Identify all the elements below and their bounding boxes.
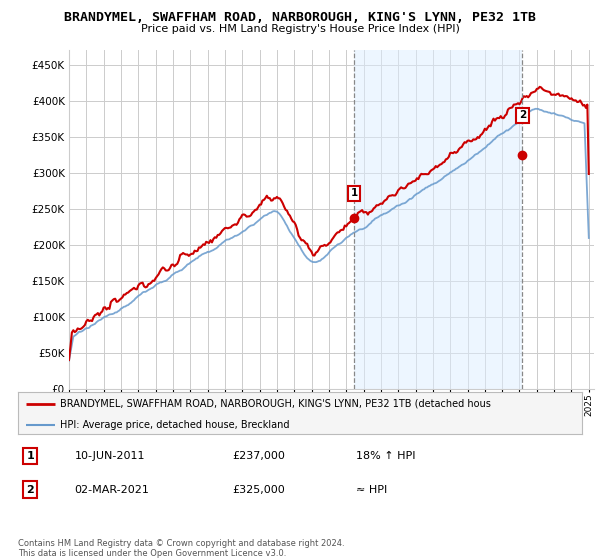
Text: BRANDYMEL, SWAFFHAM ROAD, NARBOROUGH, KING'S LYNN, PE32 1TB (detached hous: BRANDYMEL, SWAFFHAM ROAD, NARBOROUGH, KI…: [60, 399, 491, 409]
Text: 2: 2: [26, 484, 34, 494]
Text: 2: 2: [519, 110, 526, 120]
Text: Contains HM Land Registry data © Crown copyright and database right 2024.
This d: Contains HM Land Registry data © Crown c…: [18, 539, 344, 558]
Text: 02-MAR-2021: 02-MAR-2021: [74, 484, 149, 494]
Text: Price paid vs. HM Land Registry's House Price Index (HPI): Price paid vs. HM Land Registry's House …: [140, 24, 460, 34]
Text: ≈ HPI: ≈ HPI: [356, 484, 388, 494]
Text: £325,000: £325,000: [232, 484, 285, 494]
Text: BRANDYMEL, SWAFFHAM ROAD, NARBOROUGH, KING'S LYNN, PE32 1TB: BRANDYMEL, SWAFFHAM ROAD, NARBOROUGH, KI…: [64, 11, 536, 24]
Text: HPI: Average price, detached house, Breckland: HPI: Average price, detached house, Brec…: [60, 420, 290, 430]
Text: £237,000: £237,000: [232, 451, 285, 461]
Bar: [354, 50, 523, 389]
Text: 10-JUN-2011: 10-JUN-2011: [74, 451, 145, 461]
Text: 1: 1: [26, 451, 34, 461]
Text: 18% ↑ HPI: 18% ↑ HPI: [356, 451, 416, 461]
Text: 1: 1: [350, 188, 358, 198]
